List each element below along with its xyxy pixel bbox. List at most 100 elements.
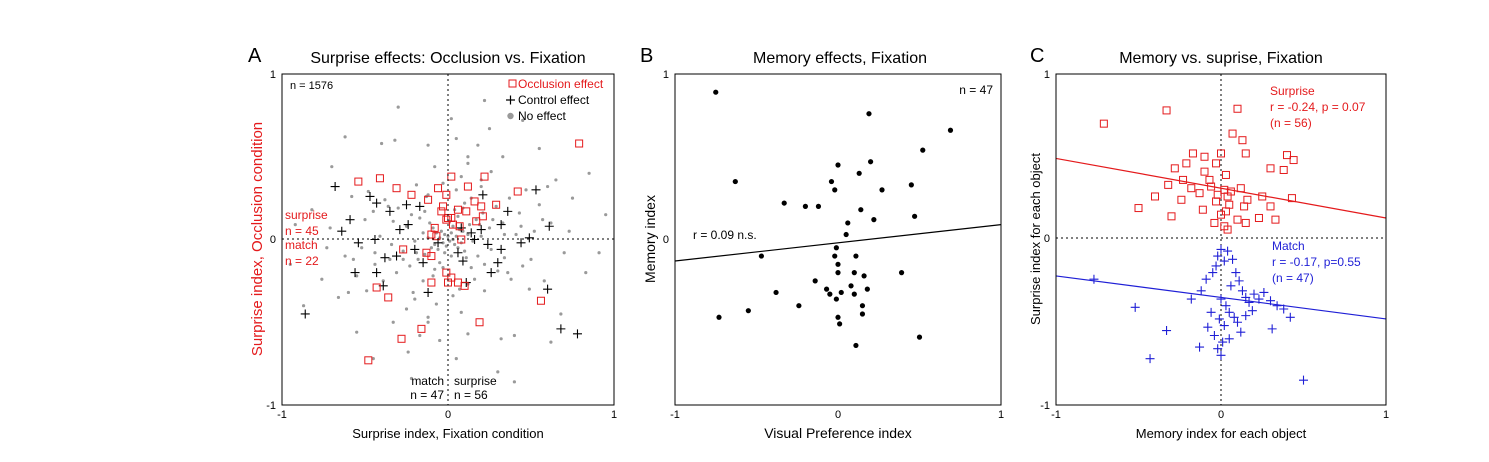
memory-point <box>773 289 779 296</box>
panel-c-match-n: (n = 47) <box>1272 271 1314 285</box>
panel-c-surprise-points <box>1099 104 1298 234</box>
no-effect-point <box>310 208 314 212</box>
match-point <box>1272 301 1282 311</box>
control-effect-point <box>543 284 553 294</box>
panel-c-ytick: 1 <box>1044 69 1050 81</box>
no-effect-point <box>394 271 399 275</box>
no-effect-point <box>479 184 483 189</box>
surprise-point <box>1170 164 1179 173</box>
no-effect-point <box>366 189 370 194</box>
panel-c-match-stats: r = -0.17, p=0.55 <box>1272 255 1361 269</box>
surprise-point <box>1283 151 1291 160</box>
no-effect-point <box>463 249 467 253</box>
surprise-point <box>1236 184 1245 193</box>
no-effect-point <box>567 229 571 233</box>
no-effect-point <box>421 231 425 235</box>
memory-point <box>815 203 822 209</box>
match-point <box>1229 312 1239 322</box>
panel-a-surprise-bottom-count: n = 56 <box>454 388 488 402</box>
panel-a-ytick: -1 <box>266 400 276 412</box>
no-effect-point <box>562 251 566 255</box>
no-effect-point <box>512 380 517 384</box>
control-effect-point <box>531 185 541 195</box>
no-effect-point <box>411 290 415 295</box>
no-effect-point <box>482 98 487 103</box>
surprise-point <box>1279 165 1288 174</box>
no-effect-point <box>393 138 397 142</box>
no-effect-point <box>383 198 387 202</box>
match-point <box>1206 307 1216 317</box>
control-effect-point <box>453 248 463 258</box>
control-effect-point <box>476 225 486 235</box>
no-effect-point <box>449 254 453 258</box>
no-effect-point <box>597 251 601 255</box>
no-effect-point <box>604 213 608 217</box>
no-effect-point <box>391 219 395 223</box>
no-effect-point <box>454 234 458 238</box>
control-effect-point <box>496 220 506 230</box>
no-effect-point <box>466 232 470 237</box>
no-effect-point <box>428 221 432 225</box>
occlusion-effect-point <box>372 283 381 292</box>
control-effect-point <box>345 215 355 225</box>
surprise-point <box>1187 184 1196 193</box>
match-point <box>1216 350 1226 360</box>
panel-b-r-label: r = 0.09 n.s. <box>693 228 757 242</box>
no-effect-point <box>521 264 525 268</box>
occlusion-effect-point <box>462 207 471 216</box>
surprise-point <box>1289 156 1298 165</box>
no-effect-point <box>512 333 517 338</box>
no-effect-point <box>346 290 350 295</box>
no-effect-point <box>482 262 487 266</box>
surprise-point <box>1167 212 1176 221</box>
occlusion-effect-point <box>453 205 462 214</box>
memory-point <box>868 159 874 165</box>
no-effect-point <box>328 226 332 230</box>
no-effect-point <box>448 239 452 243</box>
no-effect-point <box>541 218 545 222</box>
occlusion-effect-point <box>399 245 408 254</box>
no-effect-point <box>459 310 463 314</box>
no-effect-point <box>438 261 442 265</box>
surprise-point <box>1182 159 1191 168</box>
memory-point <box>833 296 839 302</box>
no-effect-point <box>436 247 440 252</box>
occlusion-effect-point <box>364 356 373 365</box>
panel-c-xlabel: Memory index for each object <box>1136 426 1307 441</box>
surprise-point <box>1271 215 1280 224</box>
no-effect-point <box>466 155 470 159</box>
match-point <box>1247 306 1257 316</box>
surprise-point <box>1225 200 1234 209</box>
no-effect-point <box>421 279 425 283</box>
no-effect-point <box>433 165 437 169</box>
panel-b-points <box>713 89 954 349</box>
no-effect-point <box>418 216 422 220</box>
surprise-point <box>1151 192 1159 201</box>
no-effect-point <box>587 171 591 175</box>
legend-no-effect-label: No effect <box>518 109 566 123</box>
occlusion-effect-point <box>475 318 484 327</box>
match-point <box>1130 302 1140 312</box>
surprise-point <box>1240 202 1249 211</box>
memory-point <box>833 245 839 251</box>
occlusion-effect-point <box>575 139 584 148</box>
match-point <box>1213 344 1223 354</box>
control-effect-point <box>483 239 493 249</box>
memory-point <box>781 200 787 206</box>
no-effect-point <box>466 332 470 336</box>
no-effect-point <box>386 204 390 208</box>
no-effect-point <box>401 257 405 261</box>
no-effect-point <box>343 254 347 258</box>
no-effect-point <box>418 333 422 338</box>
memory-point <box>837 321 843 327</box>
no-effect-point <box>439 229 443 233</box>
no-effect-point <box>350 194 354 199</box>
occlusion-effect-point <box>427 230 436 239</box>
match-point <box>1231 268 1241 278</box>
no-effect-point <box>409 213 414 217</box>
panel-a: A Surprise effects: Occlusion vs. Fixati… <box>248 45 617 441</box>
panel-b: B Memory effects, Fixation n = 47 r = 0.… <box>640 45 1004 441</box>
match-point <box>1218 337 1228 347</box>
panel-c-ylabel: Surprise index for each object <box>1028 153 1043 325</box>
no-effect-point <box>413 239 417 243</box>
